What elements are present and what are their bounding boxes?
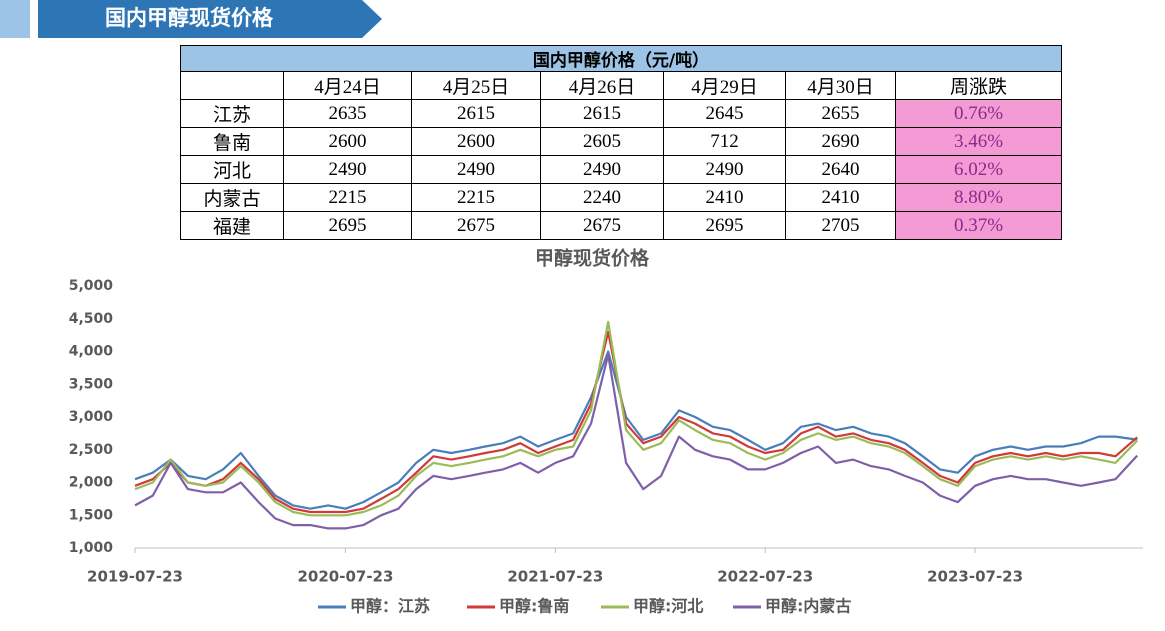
- series-line: [134, 330, 1138, 514]
- column-header: 4月30日: [785, 71, 896, 100]
- price-cell: 2600: [283, 127, 412, 156]
- column-header: 4月24日: [283, 71, 412, 100]
- price-cell: 2705: [785, 211, 896, 240]
- price-cell: 2675: [411, 211, 541, 240]
- row-label: 鲁南: [180, 127, 284, 156]
- series-line: [134, 353, 1139, 530]
- change-cell: 0.76%: [895, 99, 1062, 128]
- change-cell: 3.46%: [895, 127, 1062, 156]
- price-cell: 2695: [283, 211, 412, 240]
- legend-label: 甲醇:鲁南: [499, 597, 569, 616]
- x-tick-label: 2023-07-23: [927, 568, 1023, 586]
- table-row: 江苏 2635 2615 2615 2645 2655 0.76%: [180, 99, 1062, 128]
- price-cell: 2675: [540, 211, 664, 240]
- legend-label: 甲醇:河北: [633, 597, 703, 616]
- y-tick-label: 3,500: [69, 376, 114, 392]
- row-label: 福建: [180, 211, 284, 240]
- table-title: 国内甲醇价格（元/吨）: [180, 45, 1062, 72]
- y-tick-label: 1,500: [69, 507, 114, 523]
- price-cell: 2490: [283, 155, 412, 184]
- header-title: 国内甲醇现货价格: [105, 6, 274, 30]
- table-row: 鲁南 2600 2600 2605 712 2690 3.46%: [180, 127, 1062, 156]
- corner-cell: [180, 71, 284, 100]
- column-header: 4月25日: [411, 71, 541, 100]
- price-cell: 2645: [663, 99, 786, 128]
- column-header: 周涨跌: [895, 71, 1062, 100]
- price-cell: 2490: [411, 155, 541, 184]
- y-tick-label: 4,500: [69, 311, 114, 327]
- price-cell: 2635: [283, 99, 412, 128]
- price-cell: 2605: [540, 127, 664, 156]
- table-row: 内蒙古 2215 2215 2240 2410 2410 8.80%: [180, 183, 1062, 212]
- chart-title: 甲醇现货价格: [535, 247, 650, 270]
- price-cell: 2600: [411, 127, 541, 156]
- row-label: 河北: [180, 155, 284, 184]
- x-tick-label: 2021-07-23: [507, 568, 603, 586]
- price-cell: 2655: [785, 99, 896, 128]
- y-tick-label: 4,000: [69, 344, 114, 360]
- price-table: 国内甲醇价格（元/吨） 4月24日 4月25日 4月26日 4月29日 4月30日 周涨跌…: [180, 45, 1062, 240]
- header-row: 4月24日 4月25日 4月26日 4月29日 4月30日 周涨跌: [180, 71, 1062, 100]
- y-tick-label: 5,000: [69, 278, 114, 294]
- legend-label: 甲醇:内蒙古: [765, 597, 851, 616]
- change-cell: 8.80%: [895, 183, 1062, 212]
- price-cell: 2490: [663, 155, 786, 184]
- x-tick-label: 2019-07-23: [87, 568, 183, 586]
- x-tick-label: 2022-07-23: [717, 568, 813, 586]
- banner: [38, 0, 382, 38]
- column-header: 4月26日: [540, 71, 664, 100]
- price-cell: 2490: [540, 155, 664, 184]
- series-line: [134, 350, 1138, 510]
- table-row: 河北 2490 2490 2490 2490 2640 6.02%: [180, 155, 1062, 184]
- price-cell: 2615: [540, 99, 664, 128]
- change-cell: 6.02%: [895, 155, 1062, 184]
- y-tick-label: 2,000: [69, 475, 114, 491]
- series-line: [134, 320, 1138, 517]
- price-cell: 2410: [663, 183, 786, 212]
- table-row: 福建 2695 2675 2675 2695 2705 0.37%: [180, 211, 1062, 240]
- row-label: 江苏: [180, 99, 284, 128]
- row-label: 内蒙古: [180, 183, 284, 212]
- price-cell: 2690: [785, 127, 896, 156]
- column-header: 4月29日: [663, 71, 786, 100]
- change-cell: 0.37%: [895, 211, 1062, 240]
- price-cell: 2640: [785, 155, 896, 184]
- price-cell: 2410: [785, 183, 896, 212]
- price-cell: 2615: [411, 99, 541, 128]
- price-cell: 2695: [663, 211, 786, 240]
- price-cell: 2215: [283, 183, 412, 212]
- x-tick-label: 2020-07-23: [297, 568, 393, 586]
- price-cell: 712: [663, 127, 786, 156]
- y-tick-label: 1,000: [69, 540, 114, 556]
- price-cell: 2240: [540, 183, 664, 212]
- banner-strip: [0, 0, 30, 38]
- y-tick-label: 3,000: [69, 409, 114, 425]
- price-cell: 2215: [411, 183, 541, 212]
- legend-label: 甲醇：江苏: [350, 597, 430, 616]
- y-tick-label: 2,500: [69, 442, 114, 458]
